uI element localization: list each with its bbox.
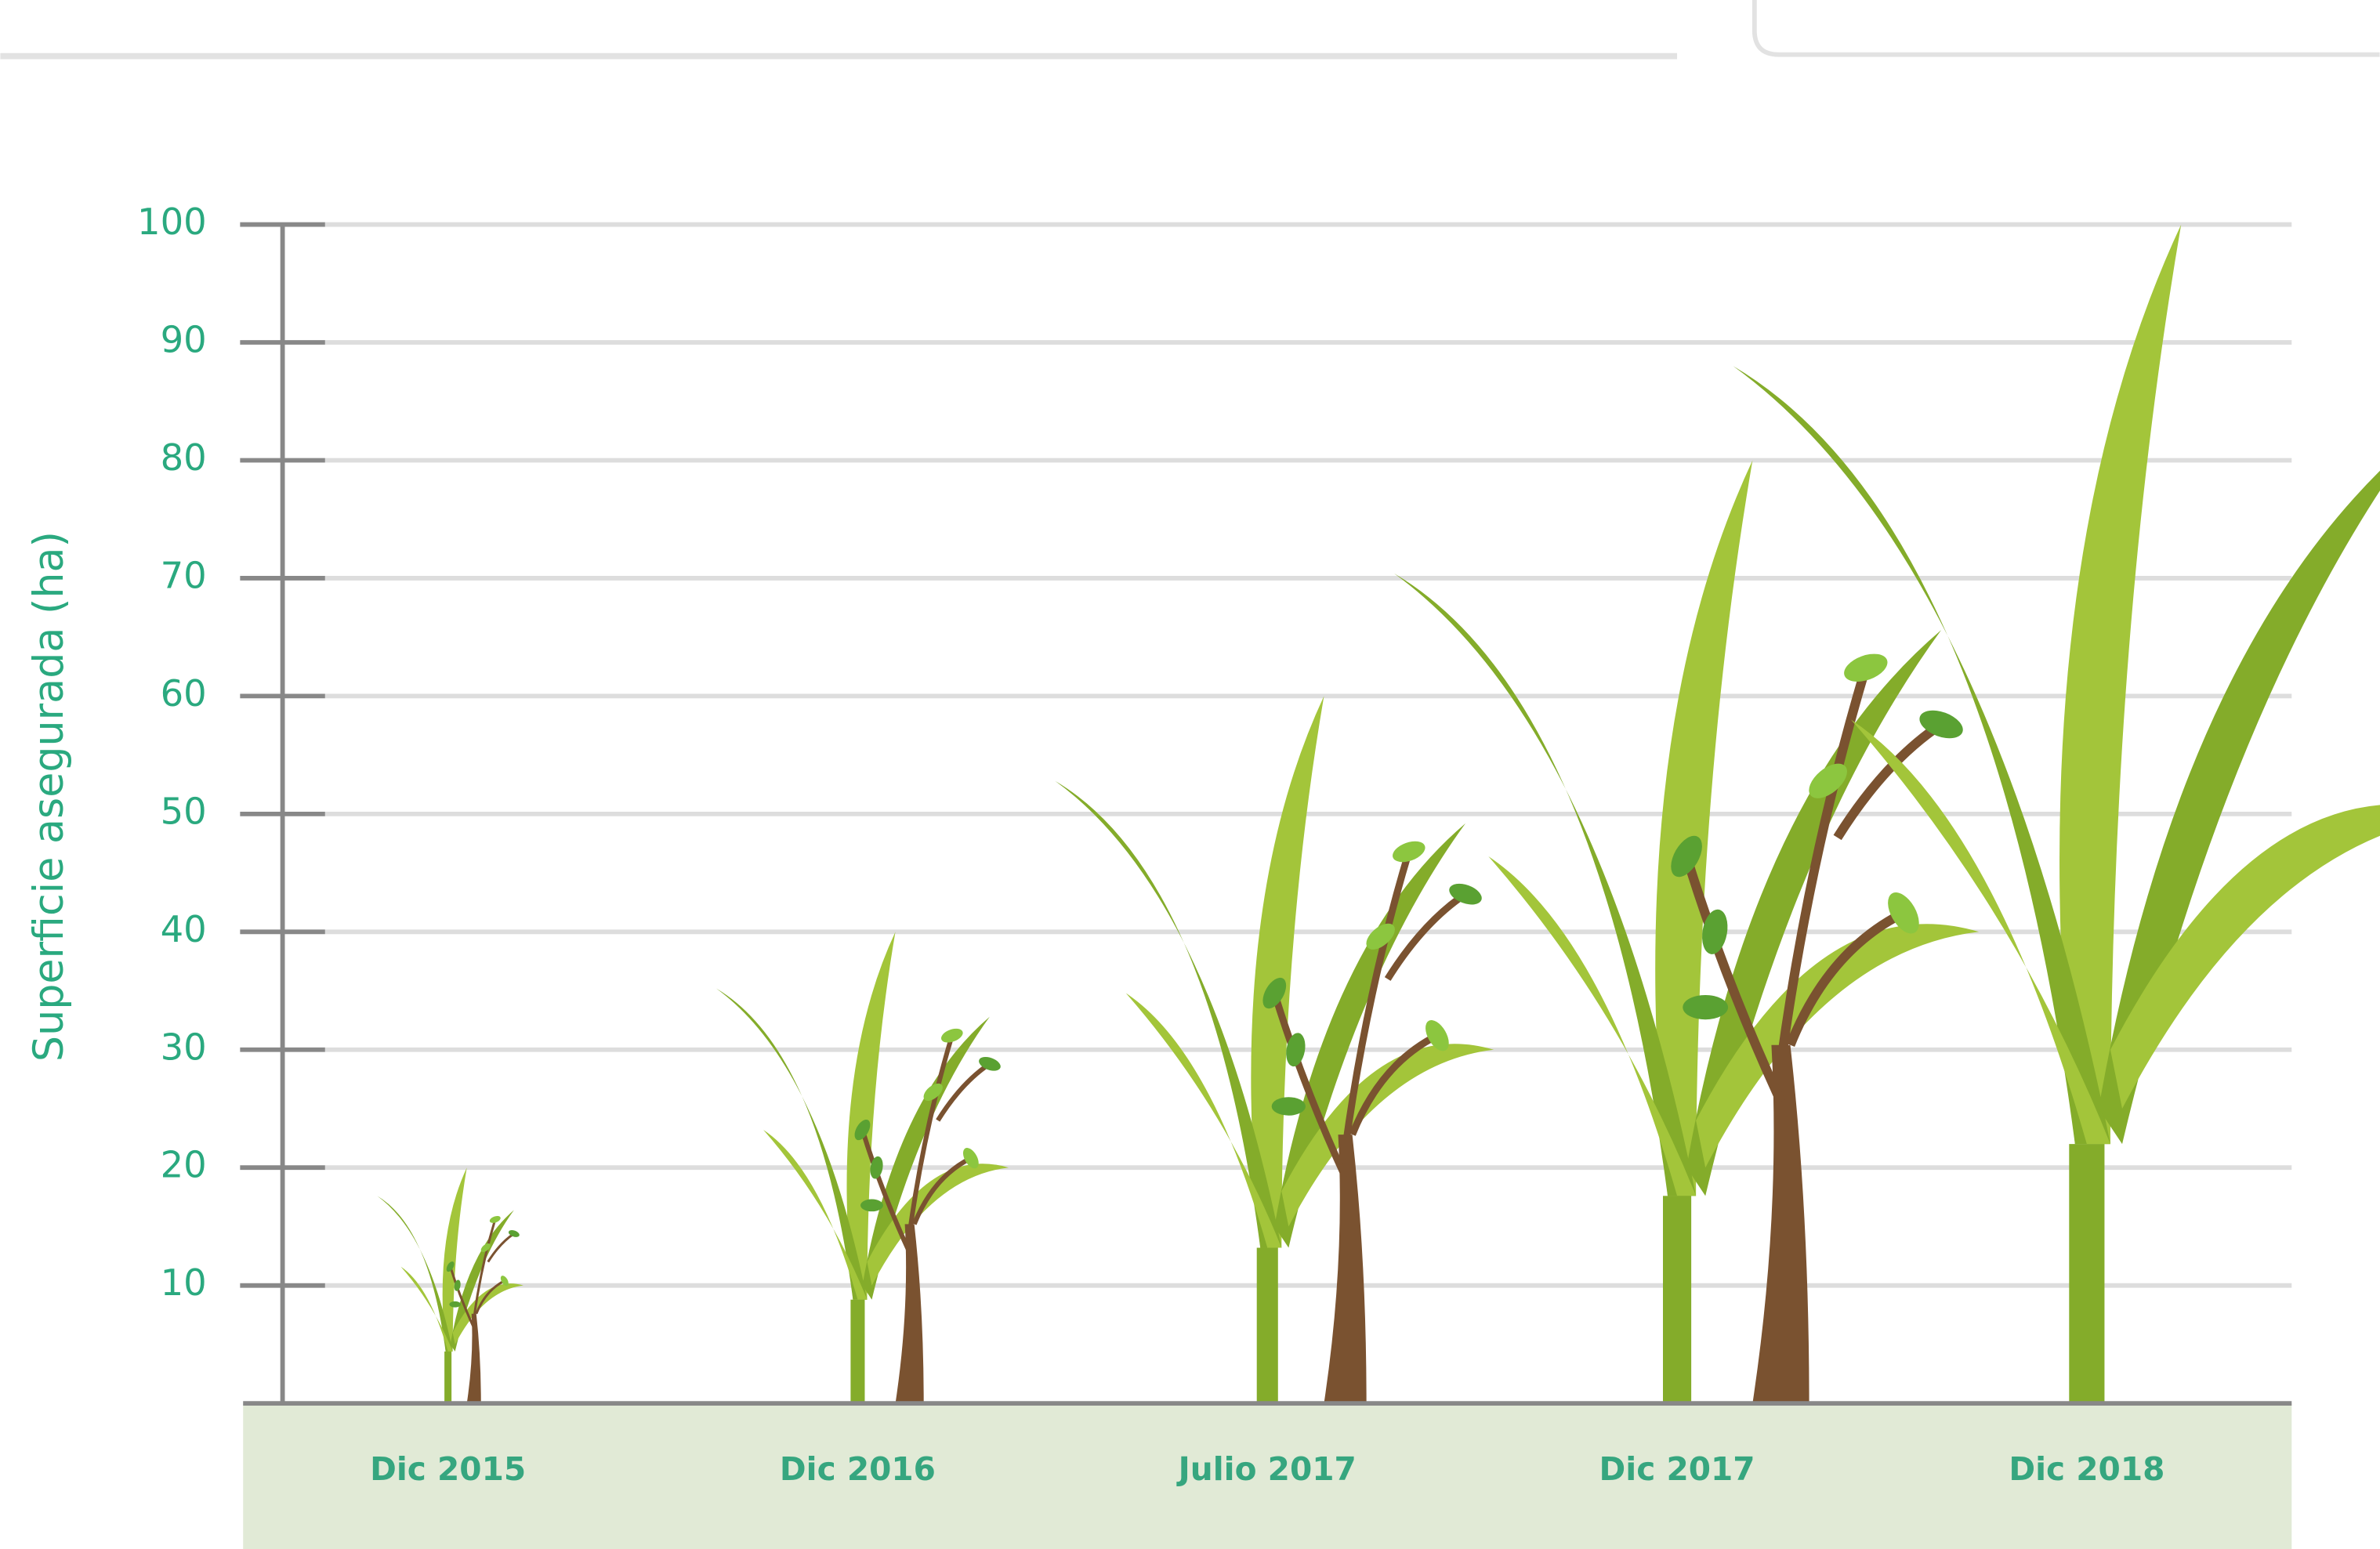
tree-leaf	[1393, 841, 1425, 863]
tree-leaf	[1425, 1020, 1449, 1051]
tree-leaf	[1286, 1033, 1306, 1067]
stem	[1256, 1247, 1278, 1404]
tree-leaf	[500, 1276, 509, 1287]
branch	[1776, 666, 1871, 1065]
y-axis-label: Superficie asegurada (ha)	[25, 531, 73, 1062]
x-tick-label: Dic 2018	[2009, 1450, 2164, 1488]
tree-leaf	[1271, 1097, 1306, 1116]
branch	[1342, 850, 1413, 1149]
tree-leaf	[1683, 994, 1729, 1020]
tree-leaf	[1919, 710, 1963, 739]
tree-leaf	[860, 1199, 883, 1212]
branch	[1270, 992, 1349, 1179]
leaf	[1655, 460, 1753, 1196]
y-tick-label: 10	[161, 1261, 207, 1304]
branch	[1785, 908, 1906, 1047]
trunk	[1752, 1044, 1809, 1404]
trunk	[466, 1313, 481, 1404]
tree-leaf	[446, 1261, 455, 1272]
y-tick-label: 60	[161, 672, 207, 715]
tree-leaf	[940, 1028, 963, 1043]
y-tick-label: 80	[161, 436, 207, 479]
x-tick-label: Dic 2017	[1599, 1450, 1755, 1488]
tree-leaf	[962, 1148, 979, 1169]
tree-leaf	[854, 1119, 871, 1141]
y-tick-label: 30	[161, 1026, 207, 1068]
branch	[475, 1279, 505, 1315]
grid: 10 20 30 40 50 60 70 80 90 100	[137, 201, 2292, 1304]
leaf	[1850, 719, 2110, 1145]
tree-leaf	[449, 1301, 461, 1308]
branch	[1833, 720, 1944, 841]
tree-leaf	[1449, 883, 1482, 905]
header-box	[1751, 0, 2380, 57]
tree-leaf	[923, 1083, 943, 1101]
branch	[911, 1156, 973, 1225]
tree-leaf	[979, 1056, 1001, 1071]
tree-leaf	[1809, 763, 1847, 798]
tree-leaf	[1671, 835, 1702, 878]
x-tick-label: Julio 2017	[1176, 1450, 1357, 1488]
y-tick-label: 40	[161, 908, 207, 950]
stem	[2069, 1144, 2105, 1404]
plants	[377, 224, 2380, 1404]
tree-leaf	[1844, 653, 1888, 682]
trunk	[895, 1224, 924, 1404]
leaf	[442, 1167, 467, 1352]
tree-leaf	[508, 1230, 520, 1237]
leaf	[763, 1130, 868, 1300]
branch	[860, 1129, 912, 1254]
y-tick-label: 90	[161, 319, 207, 361]
y-tick-label: 70	[161, 554, 207, 596]
y-tick-label: 100	[137, 201, 207, 243]
x-tick-label: Dic 2015	[370, 1450, 526, 1488]
branch	[1384, 891, 1468, 981]
plant	[715, 932, 1009, 1404]
leaf	[400, 1266, 453, 1352]
leaf	[2110, 805, 2380, 1109]
leaf	[1251, 696, 1324, 1248]
tree-leaf	[480, 1243, 491, 1253]
plant	[377, 1167, 523, 1404]
tree-leaf	[1888, 892, 1919, 934]
tree-leaf	[870, 1156, 883, 1179]
leaf	[1488, 856, 1697, 1196]
leaf	[846, 932, 896, 1300]
x-axis-band	[243, 1403, 2292, 1549]
branch	[1349, 1032, 1439, 1136]
trunk	[1324, 1135, 1367, 1404]
tree-leaf	[454, 1279, 461, 1291]
branch	[449, 1266, 476, 1329]
stem	[850, 1299, 865, 1404]
branch	[1682, 855, 1785, 1104]
leaf	[2059, 224, 2182, 1145]
y-tick-label: 50	[161, 790, 207, 832]
x-tick-label: Dic 2016	[780, 1450, 936, 1488]
stem	[1663, 1196, 1692, 1404]
stem	[444, 1351, 452, 1404]
branch	[907, 1034, 955, 1234]
plant	[1055, 696, 1494, 1404]
y-tick-label: 20	[161, 1144, 207, 1186]
leaf	[1125, 993, 1282, 1248]
plant	[1733, 224, 2380, 1404]
tree-leaf	[1366, 923, 1395, 950]
tree-leaf	[1262, 977, 1287, 1009]
plant	[1393, 460, 1980, 1404]
tree-leaf	[489, 1215, 501, 1223]
branch	[473, 1218, 497, 1319]
tree-leaf	[1702, 909, 1728, 954]
